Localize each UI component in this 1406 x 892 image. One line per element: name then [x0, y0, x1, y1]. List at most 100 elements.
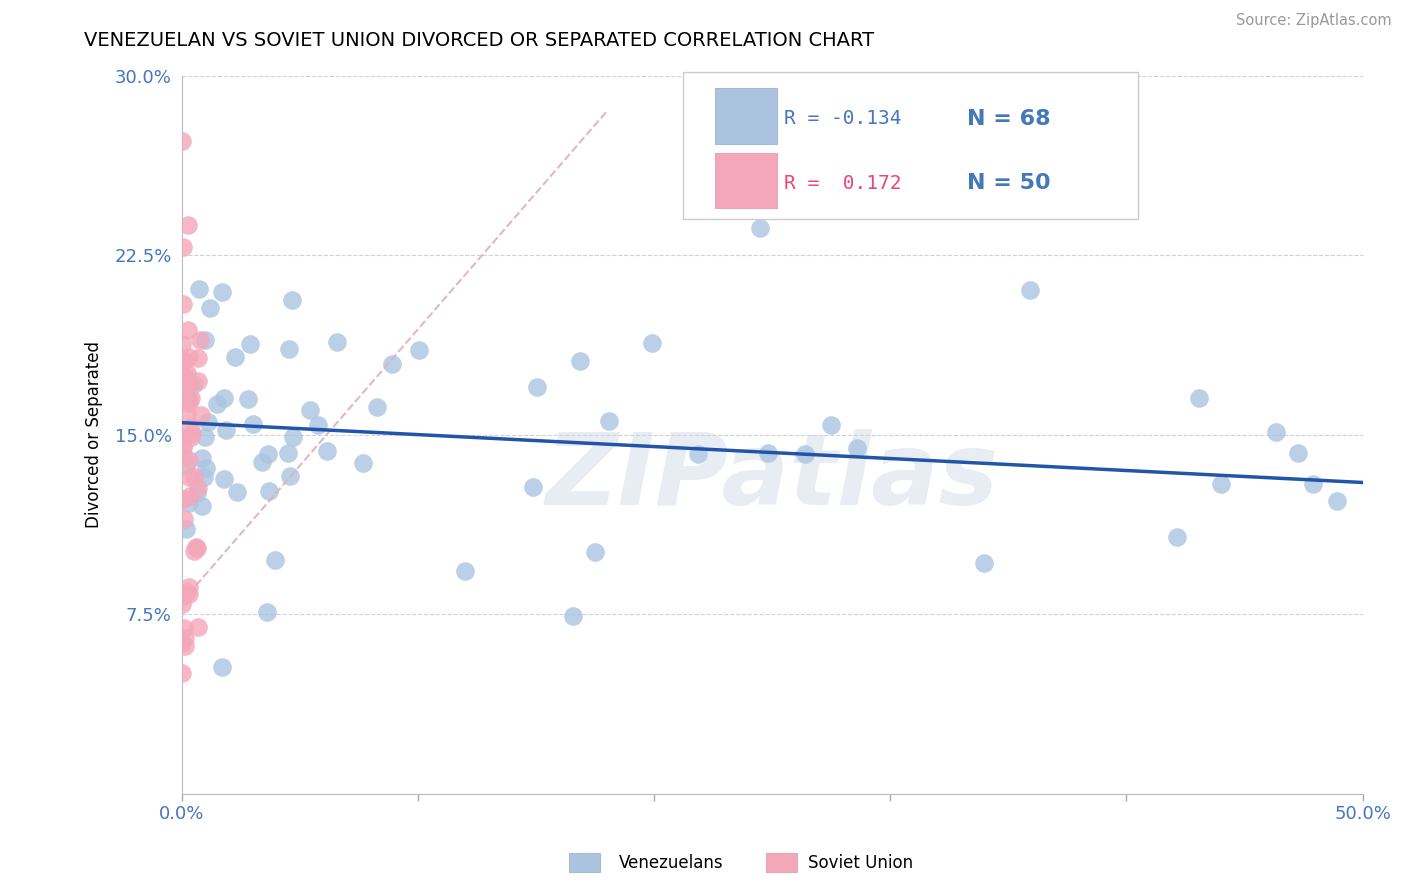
Point	[176, 407, 198, 421]
Point	[197, 415, 219, 429]
Point	[172, 439, 194, 453]
Point	[366, 400, 388, 414]
Point	[252, 455, 274, 469]
Point	[214, 392, 236, 406]
Text: Venezuelans: Venezuelans	[619, 855, 723, 872]
Point	[568, 354, 591, 368]
Point	[1286, 446, 1309, 460]
Point	[183, 544, 205, 558]
Point	[1326, 494, 1348, 508]
Point	[188, 334, 211, 348]
Point	[177, 350, 200, 364]
Point	[172, 665, 194, 680]
Point	[179, 495, 201, 509]
Point	[352, 456, 374, 470]
Point	[179, 420, 201, 434]
Point	[177, 376, 200, 390]
Text: Source: ZipAtlas.com: Source: ZipAtlas.com	[1236, 13, 1392, 29]
Point	[281, 293, 304, 307]
Point	[256, 605, 278, 619]
Point	[176, 584, 198, 599]
Point	[180, 430, 202, 444]
Point	[1209, 476, 1232, 491]
Point	[172, 589, 194, 603]
Point	[224, 350, 246, 364]
Point	[238, 392, 260, 407]
Point	[583, 545, 606, 559]
Text: N = 50: N = 50	[967, 173, 1050, 194]
Point	[211, 285, 233, 300]
Text: VENEZUELAN VS SOVIET UNION DIVORCED OR SEPARATED CORRELATION CHART: VENEZUELAN VS SOVIET UNION DIVORCED OR S…	[84, 31, 875, 50]
Point	[211, 660, 233, 674]
FancyBboxPatch shape	[716, 153, 776, 209]
Point	[187, 351, 209, 365]
Point	[179, 489, 201, 503]
Point	[172, 337, 194, 351]
Point	[174, 368, 197, 383]
Point	[276, 446, 298, 460]
Point	[522, 480, 544, 494]
Point	[214, 472, 236, 486]
Point	[526, 380, 548, 394]
Point	[381, 357, 404, 371]
Point	[1019, 283, 1042, 297]
Point	[174, 522, 197, 536]
Point	[198, 301, 221, 315]
Point	[846, 441, 869, 455]
Point	[172, 297, 194, 311]
Point	[326, 334, 349, 349]
Point	[173, 450, 195, 465]
Point	[214, 424, 236, 438]
Point	[205, 397, 228, 411]
Point	[756, 446, 779, 460]
Point	[173, 640, 195, 654]
Point	[793, 447, 815, 461]
Point	[186, 540, 208, 554]
Bar	[766, 853, 797, 872]
Point	[172, 441, 194, 455]
Point	[283, 429, 305, 443]
Point	[173, 620, 195, 634]
Point	[242, 417, 264, 431]
Point	[183, 376, 205, 391]
FancyBboxPatch shape	[716, 88, 776, 144]
Point	[172, 636, 194, 650]
Point	[973, 557, 995, 571]
Point	[190, 450, 212, 465]
Bar	[569, 853, 600, 872]
Point	[1302, 477, 1324, 491]
Point	[183, 469, 205, 483]
Point	[187, 374, 209, 388]
Point	[641, 336, 664, 351]
Point	[562, 609, 585, 624]
Point	[278, 469, 301, 483]
Point	[172, 491, 194, 506]
Y-axis label: Divorced or Separated: Divorced or Separated	[86, 341, 103, 528]
Point	[820, 418, 842, 433]
Point	[177, 322, 200, 336]
Point	[1188, 391, 1211, 405]
Point	[176, 366, 198, 380]
Point	[187, 481, 209, 495]
Text: ZIPatlas: ZIPatlas	[546, 429, 998, 526]
Point	[173, 632, 195, 646]
Point	[177, 452, 200, 467]
Point	[180, 391, 202, 405]
Text: N = 68: N = 68	[967, 109, 1050, 128]
Text: R = -0.134: R = -0.134	[785, 109, 901, 128]
Point	[186, 486, 208, 500]
Point	[1264, 425, 1286, 439]
Point	[172, 240, 194, 254]
Point	[186, 541, 208, 555]
Point	[188, 282, 211, 296]
Text: R =  0.172: R = 0.172	[785, 174, 901, 193]
Point	[598, 414, 620, 428]
Point	[749, 221, 772, 235]
Point	[408, 343, 430, 357]
Point	[1166, 530, 1188, 544]
Point	[174, 458, 197, 472]
Point	[172, 431, 194, 445]
Point	[172, 134, 194, 148]
Point	[177, 587, 200, 601]
Point	[173, 354, 195, 368]
